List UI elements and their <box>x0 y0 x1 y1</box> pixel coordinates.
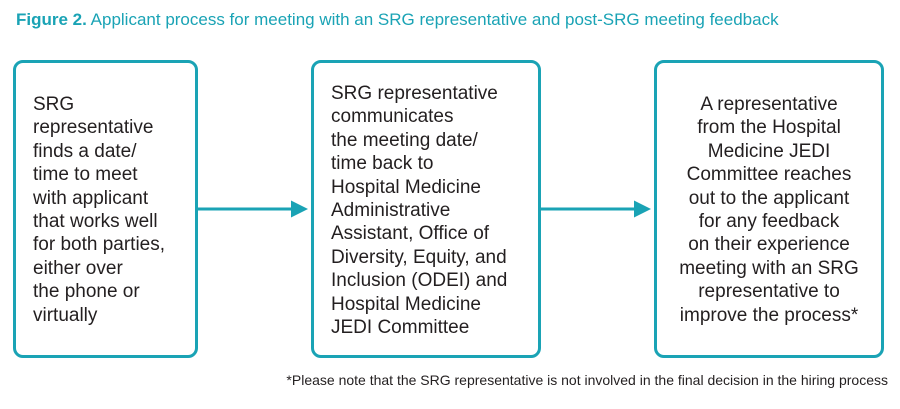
step-3-line: for any feedback <box>698 211 840 233</box>
step-1-box: SRG representative finds a date/ time to… <box>13 60 198 358</box>
step-2-line: Assistant, Office of <box>331 223 490 245</box>
step-1-line: the phone or <box>33 281 140 303</box>
step-2-box: SRG representative communicates the meet… <box>311 60 541 358</box>
step-2-text: SRG representative communicates the meet… <box>314 82 538 339</box>
step-1-line: SRG <box>33 94 75 115</box>
step-2-line: Administrative <box>331 200 451 222</box>
step-1-line: representative <box>33 117 154 139</box>
step-1-text: SRG representative finds a date/ time to… <box>16 93 195 327</box>
arrow-right-icon <box>198 200 308 218</box>
step-1-line: either over <box>33 257 123 279</box>
step-1-line: for both parties, <box>33 234 166 256</box>
step-2-line: Hospital Medicine <box>331 293 481 315</box>
step-3-line: representative to <box>698 281 840 303</box>
figure-title: Applicant process for meeting with an SR… <box>90 10 779 29</box>
figure-label: Figure 2. <box>16 10 87 29</box>
step-2-line: Diversity, Equity, and <box>331 246 507 268</box>
footnote: *Please note that the SRG representative… <box>286 372 888 388</box>
step-2-line: SRG representative <box>331 83 498 104</box>
step-3-line: out to the applicant <box>688 187 850 209</box>
step-3-line: from the Hospital <box>697 117 841 139</box>
step-3-line: on their experience <box>688 234 850 256</box>
step-3-text: A representative from the Hospital Medic… <box>657 93 881 327</box>
step-1-line: virtually <box>33 304 98 326</box>
step-2-line: time back to <box>331 153 434 175</box>
step-1-line: finds a date/ <box>33 140 137 162</box>
step-3-line: meeting with an SRG <box>679 257 859 279</box>
step-2-line: Inclusion (ODEI) and <box>331 270 508 292</box>
step-2-line: the meeting date/ <box>331 129 478 151</box>
step-2-line: JEDI Committee <box>331 317 470 339</box>
step-3-line: A representative <box>700 94 838 115</box>
step-3-line: improve the process* <box>679 304 859 326</box>
step-3-box: A representative from the Hospital Medic… <box>654 60 884 358</box>
step-2-line: Hospital Medicine <box>331 176 481 198</box>
step-1-line: that works well <box>33 211 158 233</box>
figure-caption: Figure 2. Applicant process for meeting … <box>16 10 779 30</box>
step-1-line: with applicant <box>33 187 149 209</box>
step-3-line: Committee reaches <box>686 164 852 186</box>
step-3-line: Medicine JEDI <box>707 140 831 162</box>
step-2-line: communicates <box>331 106 454 128</box>
arrow-right-icon <box>541 200 651 218</box>
step-1-line: time to meet <box>33 164 138 186</box>
